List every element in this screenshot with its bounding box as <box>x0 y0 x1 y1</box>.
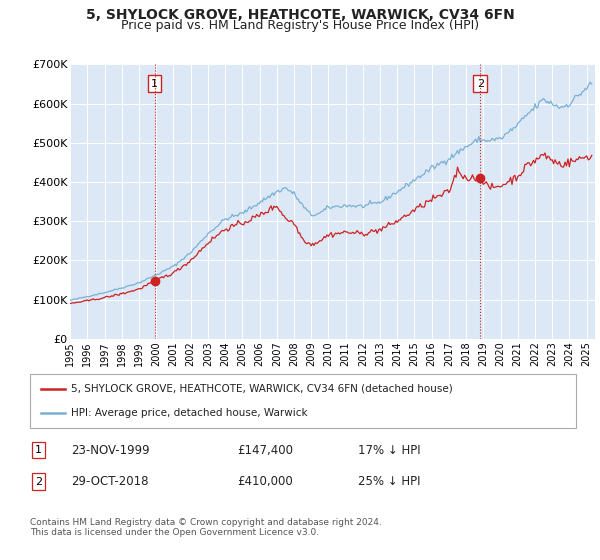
Text: 1: 1 <box>151 78 158 88</box>
Text: 1: 1 <box>35 445 41 455</box>
Text: 23-NOV-1999: 23-NOV-1999 <box>71 444 149 456</box>
Text: 5, SHYLOCK GROVE, HEATHCOTE, WARWICK, CV34 6FN: 5, SHYLOCK GROVE, HEATHCOTE, WARWICK, CV… <box>86 8 514 22</box>
Text: 2: 2 <box>477 78 484 88</box>
Text: Price paid vs. HM Land Registry's House Price Index (HPI): Price paid vs. HM Land Registry's House … <box>121 19 479 32</box>
Text: HPI: Average price, detached house, Warwick: HPI: Average price, detached house, Warw… <box>71 408 308 418</box>
Text: 29-OCT-2018: 29-OCT-2018 <box>71 475 148 488</box>
Text: 25% ↓ HPI: 25% ↓ HPI <box>358 475 420 488</box>
Text: £147,400: £147,400 <box>238 444 293 456</box>
Text: 17% ↓ HPI: 17% ↓ HPI <box>358 444 420 456</box>
FancyBboxPatch shape <box>30 374 576 428</box>
Text: 5, SHYLOCK GROVE, HEATHCOTE, WARWICK, CV34 6FN (detached house): 5, SHYLOCK GROVE, HEATHCOTE, WARWICK, CV… <box>71 384 453 394</box>
Text: £410,000: £410,000 <box>238 475 293 488</box>
Text: Contains HM Land Registry data © Crown copyright and database right 2024.
This d: Contains HM Land Registry data © Crown c… <box>30 518 382 538</box>
Text: 2: 2 <box>35 477 42 487</box>
